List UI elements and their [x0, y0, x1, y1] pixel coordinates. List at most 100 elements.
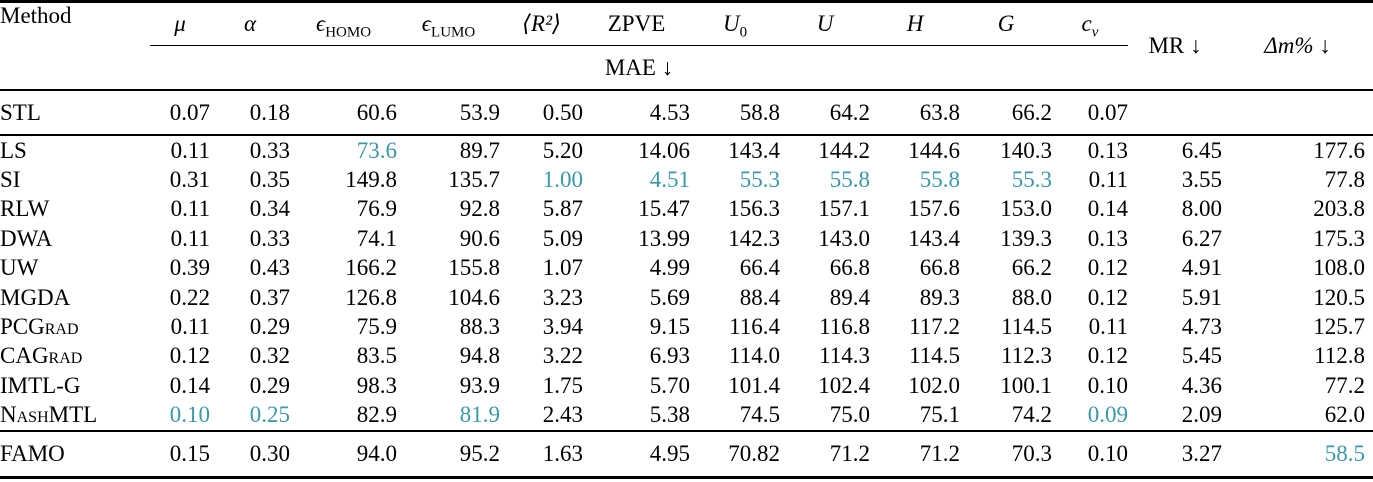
value-cell: 4.36 — [1181, 372, 1222, 398]
value-cell: 0.13 — [1087, 137, 1128, 163]
value-cell: 140.3 — [1000, 137, 1052, 163]
value-cell: 117.2 — [909, 314, 960, 340]
value-cell: 70.82 — [728, 440, 780, 466]
column-header: G — [960, 2, 1052, 46]
value-cell: 0.14 — [1087, 196, 1128, 222]
value-cell: 0.37 — [249, 284, 290, 310]
value-cell: 156.3 — [728, 196, 780, 222]
value-cell: 71.2 — [919, 440, 960, 466]
value-cell: 0.10 — [169, 402, 210, 428]
column-symbol: U — [722, 11, 740, 36]
method-cell: CAGrad — [0, 343, 83, 369]
table-row: RLW 0.11 0.34 76.9 92.8 5.87 15.47 156.3 157.1 15… — [0, 195, 1373, 224]
column-header-mr: MR ↓ — [1148, 33, 1202, 58]
value-cell: 0.33 — [249, 137, 290, 163]
value-cell: 98.3 — [356, 372, 397, 398]
value-cell: 90.6 — [459, 225, 500, 251]
value-cell: 143.4 — [728, 137, 780, 163]
value-cell: 0.35 — [249, 167, 290, 193]
column-header: ZPVE — [583, 2, 690, 46]
value-cell: 125.7 — [1313, 314, 1365, 340]
value-cell: 0.14 — [169, 372, 210, 398]
value-cell: 4.91 — [1181, 255, 1222, 281]
column-header: α — [210, 2, 290, 46]
value-cell: 149.8 — [345, 167, 397, 193]
value-cell: 114.3 — [819, 343, 870, 369]
value-cell: 55.8 — [829, 167, 870, 193]
value-cell: 5.91 — [1181, 284, 1222, 310]
value-cell: 101.4 — [728, 372, 780, 398]
value-cell: 0.29 — [249, 314, 290, 340]
value-cell: 66.2 — [1011, 99, 1052, 125]
value-cell: 1.63 — [542, 440, 583, 466]
value-cell: 0.15 — [169, 440, 210, 466]
value-cell: 0.29 — [249, 372, 290, 398]
value-cell: 74.2 — [1011, 402, 1052, 428]
value-cell: 3.22 — [542, 343, 583, 369]
value-cell: 175.3 — [1313, 225, 1365, 251]
value-cell: 0.13 — [1087, 225, 1128, 251]
value-cell: 9.15 — [649, 314, 690, 340]
column-subscript: 0 — [739, 24, 748, 41]
value-cell — [1222, 90, 1373, 135]
column-symbol: G — [997, 11, 1015, 36]
value-cell — [1128, 90, 1222, 135]
value-cell: 66.4 — [739, 255, 780, 281]
value-cell: 0.32 — [249, 343, 290, 369]
value-cell: 13.99 — [638, 225, 690, 251]
value-cell: 88.3 — [459, 314, 500, 340]
value-cell: 2.43 — [542, 402, 583, 428]
value-cell: 58.5 — [1324, 440, 1365, 466]
value-cell: 81.9 — [459, 402, 500, 428]
value-cell: 126.8 — [345, 284, 397, 310]
table-row: DWA 0.11 0.33 74.1 90.6 5.09 13.99 142.3 143.0 14… — [0, 224, 1373, 253]
column-symbol: α — [243, 11, 257, 36]
column-header-method: Method — [0, 3, 72, 28]
value-cell: 82.9 — [356, 402, 397, 428]
column-header: ⟨R²⟩ — [500, 2, 583, 46]
value-cell: 89.3 — [919, 284, 960, 310]
value-cell: 73.6 — [356, 137, 397, 163]
value-cell: 93.9 — [459, 372, 500, 398]
value-cell: 75.0 — [829, 402, 870, 428]
value-cell: 0.11 — [170, 225, 210, 251]
value-cell: 0.09 — [1087, 402, 1128, 428]
value-cell: 5.87 — [542, 196, 583, 222]
method-cell: LS — [0, 137, 27, 163]
value-cell: 94.0 — [356, 440, 397, 466]
value-cell: 0.12 — [169, 343, 210, 369]
value-cell: 74.1 — [356, 225, 397, 251]
value-cell: 0.11 — [170, 196, 210, 222]
value-cell: 66.2 — [1011, 255, 1052, 281]
mae-subheader: MAE ↓ — [150, 45, 1128, 90]
column-header-delta-m: Δm% ↓ — [1264, 33, 1331, 58]
value-cell: 0.11 — [1088, 314, 1128, 340]
column-header: ϵHOMO — [290, 2, 397, 46]
value-cell: 0.10 — [1087, 440, 1128, 466]
table-row: STL 0.07 0.18 60.6 53.9 0.50 4.53 58.8 64.2 63.8 6… — [0, 90, 1373, 135]
column-header: U0 — [690, 2, 780, 46]
column-symbol: ZPVE — [607, 11, 666, 36]
value-cell: 143.4 — [908, 225, 960, 251]
method-cell: IMTL-G — [0, 372, 81, 398]
value-cell: 102.4 — [818, 372, 870, 398]
table-row: SI 0.31 0.35 149.8 135.7 1.00 4.51 55.3 55.8 55.8… — [0, 165, 1373, 194]
value-cell: 66.8 — [919, 255, 960, 281]
value-cell: 75.1 — [919, 402, 960, 428]
value-cell: 157.1 — [818, 196, 870, 222]
column-symbol: ⟨R²⟩ — [522, 11, 561, 36]
value-cell: 3.27 — [1181, 440, 1222, 466]
column-subscript: HOMO — [325, 24, 372, 41]
value-cell: 203.8 — [1313, 196, 1365, 222]
value-cell: 6.93 — [649, 343, 690, 369]
value-cell: 3.94 — [542, 314, 583, 340]
value-cell: 177.6 — [1313, 137, 1365, 163]
value-cell: 116.8 — [819, 314, 870, 340]
value-cell: 6.45 — [1181, 137, 1222, 163]
value-cell: 0.22 — [169, 284, 210, 310]
method-cell: DWA — [0, 225, 53, 251]
value-cell: 0.07 — [1087, 99, 1128, 125]
value-cell: 88.0 — [1011, 284, 1052, 310]
value-cell: 0.50 — [542, 99, 583, 125]
